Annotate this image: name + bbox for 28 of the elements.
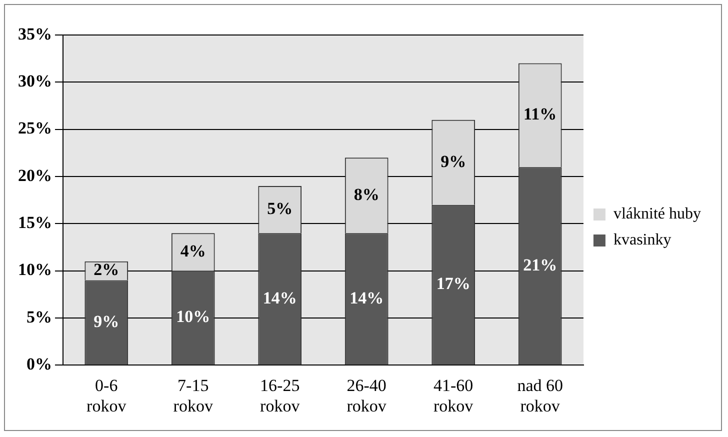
x-tick-label: 16-25 rokov — [260, 376, 300, 416]
data-label: 14% — [350, 288, 384, 308]
y-tick-label: 15% — [18, 213, 52, 232]
data-label: 8% — [354, 184, 380, 204]
x-tick-label: 0-6 rokov — [86, 376, 127, 416]
data-label: 9% — [94, 312, 120, 331]
y-tick-label: 10% — [18, 260, 52, 280]
data-label: 4% — [180, 241, 206, 260]
y-tick-label: 0% — [26, 354, 52, 374]
data-label: 11% — [524, 104, 557, 124]
legend-label: kvasinky — [613, 232, 672, 249]
x-tick-label: 41-60 rokov — [434, 376, 474, 416]
data-label: 5% — [267, 198, 293, 218]
data-label: 21% — [523, 255, 558, 274]
data-label: 2% — [94, 260, 120, 280]
y-tick-label: 20% — [18, 166, 52, 185]
legend-label: vláknité huby — [613, 206, 702, 223]
x-tick-label: 7-15 rokov — [173, 376, 214, 416]
y-tick-label: 25% — [18, 118, 52, 138]
data-label: 14% — [262, 288, 297, 308]
data-label: 9% — [440, 152, 466, 171]
y-tick-label: 30% — [18, 72, 52, 91]
data-label: 17% — [436, 274, 470, 294]
y-tick-label: 5% — [26, 307, 52, 326]
x-tick-label: nad 60 rokov — [517, 376, 563, 416]
y-tick-label: 35% — [18, 24, 52, 44]
data-label: 10% — [176, 307, 210, 326]
x-tick-label: 26-40 rokov — [346, 376, 387, 416]
